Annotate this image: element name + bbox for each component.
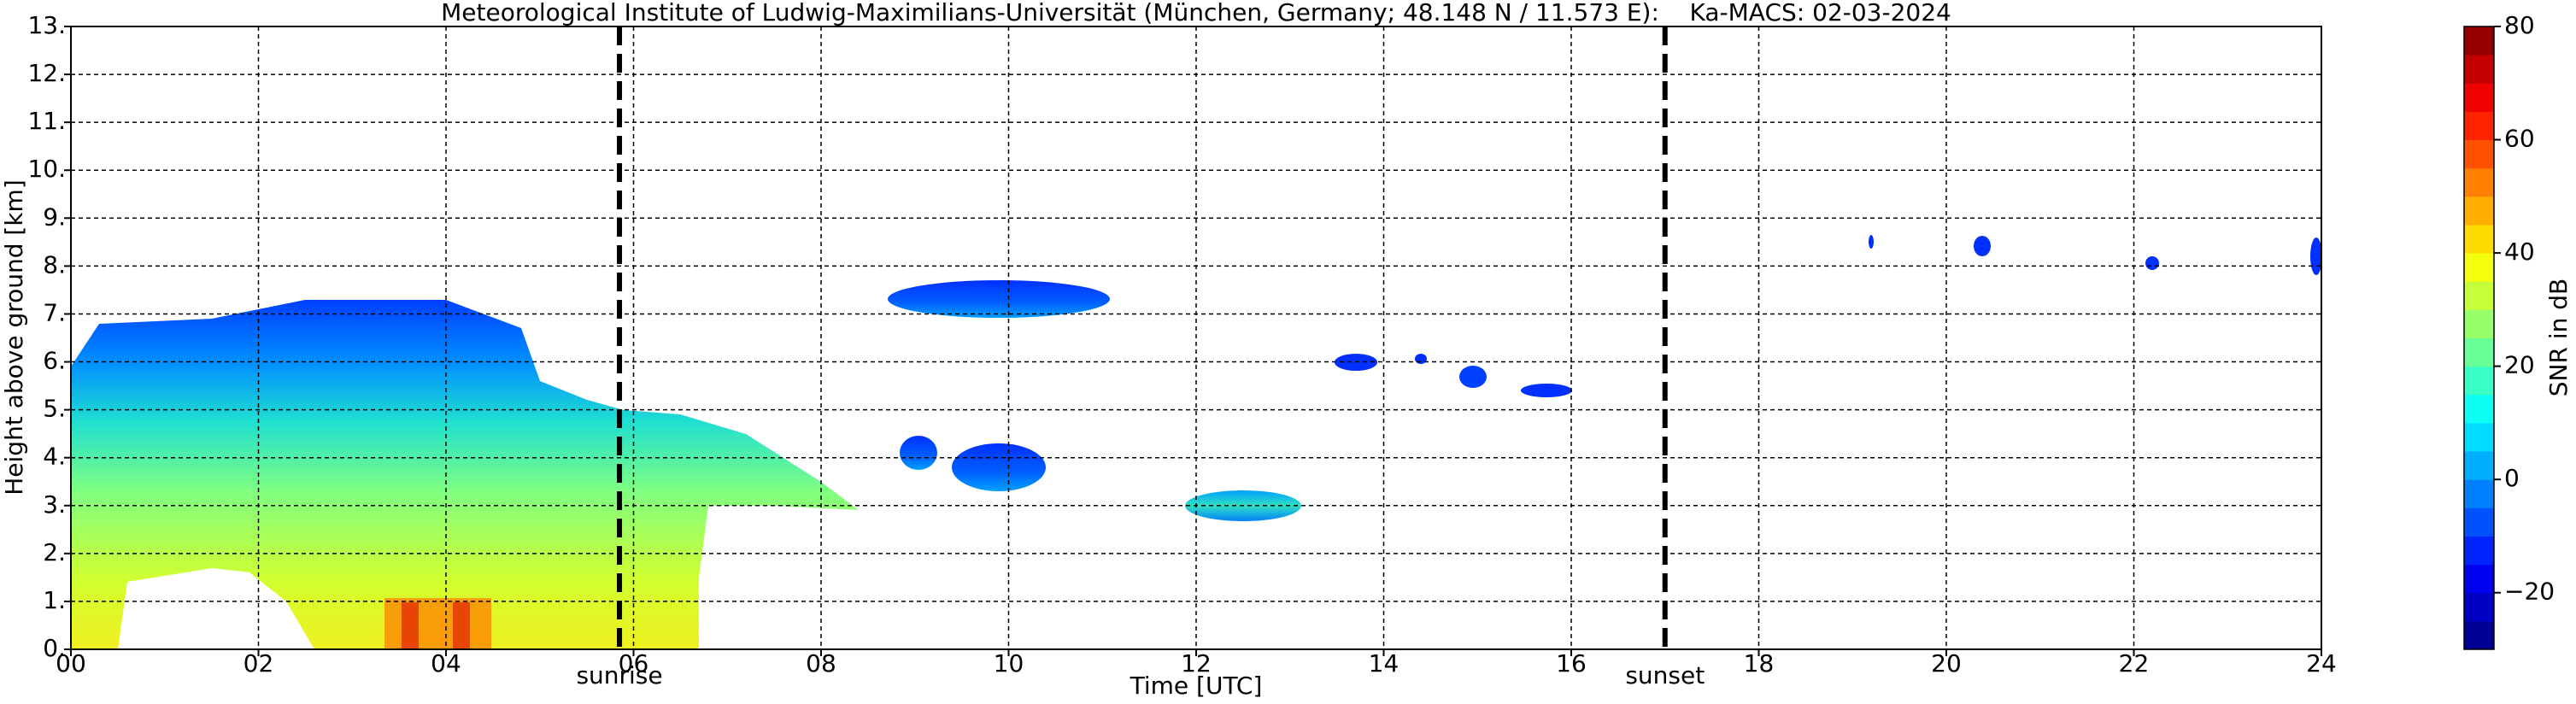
y-tick-label: 0. — [43, 634, 66, 662]
y-tick-label: 3. — [43, 490, 66, 519]
y-tick-label: 9. — [43, 202, 66, 231]
x-tick-label: 00 — [56, 649, 86, 678]
echo — [1869, 235, 1874, 249]
y-axis-label: Height above ground [km] — [0, 179, 28, 496]
colorbar-band — [2464, 309, 2494, 338]
echo — [888, 280, 1110, 318]
colorbar-band — [2464, 281, 2494, 310]
x-tick-label: 24 — [2306, 649, 2337, 678]
x-tick-label: 06 — [619, 649, 649, 678]
colorbar-tick-label: 0 — [2504, 464, 2520, 492]
colorbar-band — [2464, 366, 2494, 396]
colorbar-band — [2464, 422, 2494, 452]
y-tick-label: 12. — [27, 59, 66, 87]
echo — [952, 443, 1046, 491]
echo-core — [453, 602, 470, 649]
x-tick-label: 04 — [431, 649, 461, 678]
colorbar-band — [2464, 564, 2494, 594]
x-tick-label: 16 — [1556, 649, 1587, 678]
x-tick-label: 08 — [806, 649, 836, 678]
colorbar-band — [2464, 451, 2494, 480]
colorbar-tick-label: 40 — [2504, 238, 2535, 266]
echo — [1521, 384, 1572, 397]
colorbar-band — [2464, 26, 2494, 56]
echo — [2145, 256, 2159, 270]
colorbar-band — [2464, 55, 2494, 84]
colorbar-label: SNR in dB — [2544, 279, 2573, 396]
echo-main — [71, 300, 859, 649]
x-tick-label: 14 — [1369, 649, 1399, 678]
colorbar-band — [2464, 253, 2494, 282]
y-tick-label: 4. — [43, 443, 66, 471]
y-tick-label: 13. — [27, 11, 66, 39]
x-tick-label: 12 — [1181, 649, 1212, 678]
colorbar-tick-label: −20 — [2504, 578, 2555, 606]
x-tick-label: 20 — [1931, 649, 1962, 678]
colorbar-band — [2464, 507, 2494, 537]
colorbar-band — [2464, 224, 2494, 254]
y-tick-label: 8. — [43, 250, 66, 279]
x-tick-label: 22 — [2119, 649, 2150, 678]
chart-title: Meteorological Institute of Ludwig-Maxim… — [441, 0, 1951, 26]
y-tick-label: 10. — [27, 155, 66, 183]
colorbar — [2464, 26, 2494, 650]
x-tick-label: 10 — [994, 649, 1024, 678]
colorbar-tick-label: 80 — [2504, 11, 2535, 39]
colorbar-band — [2464, 196, 2494, 226]
y-tick-label: 2. — [43, 538, 66, 566]
y-tick-label: 5. — [43, 395, 66, 423]
x-tick-label: 02 — [244, 649, 274, 678]
colorbar-band — [2464, 139, 2494, 169]
echo-core — [384, 598, 491, 649]
event-label: sunset — [1625, 661, 1705, 689]
echo — [900, 436, 937, 470]
colorbar-band — [2464, 536, 2494, 566]
y-tick-label: 1. — [43, 586, 66, 614]
x-axis-label: Time [UTC] — [1130, 672, 1263, 700]
echo — [1459, 366, 1487, 388]
echo — [1974, 236, 1991, 256]
colorbar-band — [2464, 111, 2494, 141]
colorbar-frame — [2463, 26, 2495, 650]
y-tick-label: 11. — [27, 107, 66, 135]
colorbar-band — [2464, 394, 2494, 424]
colorbar-tick-label: 20 — [2504, 351, 2535, 379]
echo-core — [402, 602, 419, 649]
colorbar-band — [2464, 83, 2494, 112]
radar-echoes — [71, 235, 2322, 649]
colorbar-tick-label: 60 — [2504, 125, 2535, 153]
colorbar-band — [2464, 620, 2494, 650]
x-tick-label: 18 — [1744, 649, 1775, 678]
y-tick-label: 7. — [43, 298, 66, 326]
colorbar-band — [2464, 592, 2494, 622]
echo — [2310, 238, 2322, 275]
colorbar-band — [2464, 337, 2494, 367]
colorbar-band — [2464, 479, 2494, 508]
y-tick-label: 6. — [43, 347, 66, 375]
event-label: sunrise — [576, 661, 662, 689]
colorbar-band — [2464, 167, 2494, 197]
